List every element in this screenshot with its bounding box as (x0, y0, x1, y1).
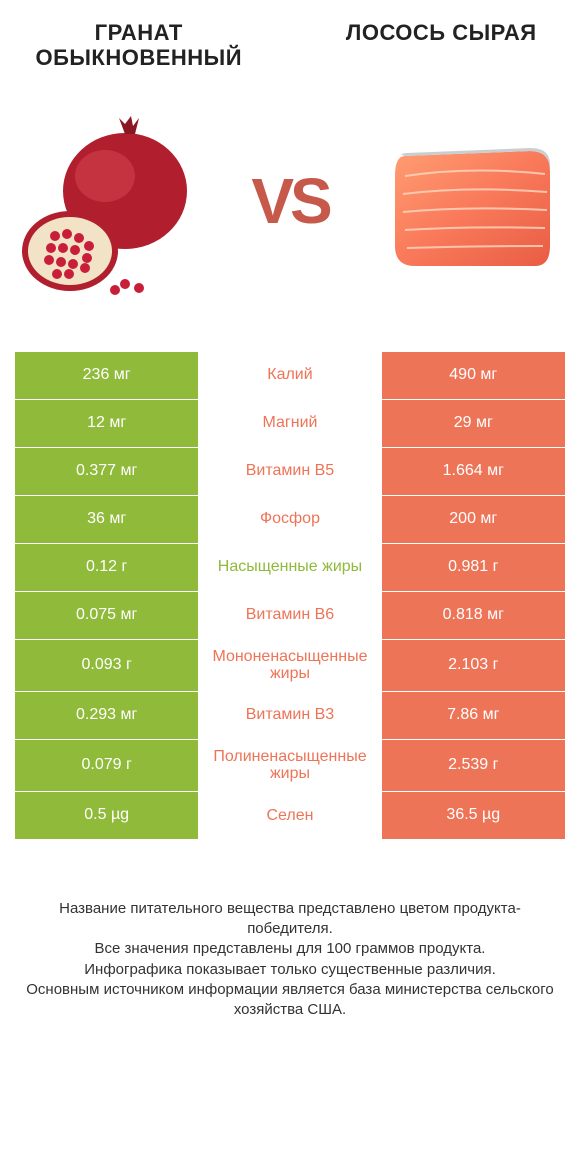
right-value: 2.539 г (382, 740, 565, 791)
right-value: 0.981 г (382, 544, 565, 591)
nutrient-label: Мононенасыщенные жиры (198, 640, 381, 691)
nutrient-label: Витамин B3 (198, 692, 381, 739)
left-value: 0.12 г (15, 544, 198, 591)
nutrient-label: Калий (198, 352, 381, 399)
footer-line-2: Все значения представлены для 100 граммо… (25, 939, 555, 959)
right-value: 29 мг (382, 400, 565, 447)
nutrient-label: Витамин B6 (198, 592, 381, 639)
left-value: 0.075 мг (15, 592, 198, 639)
nutrient-label: Фосфор (198, 496, 381, 543)
table-row: 12 мгМагний29 мг (15, 399, 565, 447)
left-product-title: ГРАНАТ ОБЫКНОВЕННЫЙ (15, 20, 263, 71)
left-value: 0.5 µg (15, 792, 198, 839)
left-value: 0.093 г (15, 640, 198, 691)
hero-row: VS (15, 81, 565, 321)
right-product-title: ЛОСОСЬ СЫРАЯ (318, 20, 566, 71)
footer-line-4: Основным источником информации является … (25, 980, 555, 1021)
table-row: 0.075 мгВитамин B60.818 мг (15, 591, 565, 639)
right-value: 1.664 мг (382, 448, 565, 495)
titles-row: ГРАНАТ ОБЫКНОВЕННЫЙ ЛОСОСЬ СЫРАЯ (15, 20, 565, 71)
table-row: 0.12 гНасыщенные жиры0.981 г (15, 543, 565, 591)
left-value: 0.079 г (15, 740, 198, 791)
table-row: 236 мгКалий490 мг (15, 351, 565, 399)
footer-notes: Название питательного вещества представл… (15, 899, 565, 1021)
footer-line-1: Название питательного вещества представл… (25, 899, 555, 940)
left-value: 236 мг (15, 352, 198, 399)
left-value: 0.293 мг (15, 692, 198, 739)
table-row: 0.5 µgСелен36.5 µg (15, 791, 565, 839)
left-value: 12 мг (15, 400, 198, 447)
table-row: 0.293 мгВитамин B37.86 мг (15, 691, 565, 739)
salmon-icon (375, 106, 565, 296)
table-row: 36 мгФосфор200 мг (15, 495, 565, 543)
table-row: 0.079 гПолиненасыщенные жиры2.539 г (15, 739, 565, 791)
nutrient-label: Насыщенные жиры (198, 544, 381, 591)
right-value: 200 мг (382, 496, 565, 543)
nutrient-label: Селен (198, 792, 381, 839)
right-value: 0.818 мг (382, 592, 565, 639)
right-value: 36.5 µg (382, 792, 565, 839)
left-value: 0.377 мг (15, 448, 198, 495)
table-row: 0.093 гМононенасыщенные жиры2.103 г (15, 639, 565, 691)
nutrient-label: Витамин B5 (198, 448, 381, 495)
footer-line-3: Инфографика показывает только существенн… (25, 960, 555, 980)
right-value: 7.86 мг (382, 692, 565, 739)
table-row: 0.377 мгВитамин B51.664 мг (15, 447, 565, 495)
pomegranate-icon (15, 106, 205, 296)
right-value: 2.103 г (382, 640, 565, 691)
vs-label: VS (251, 164, 328, 238)
left-value: 36 мг (15, 496, 198, 543)
nutrient-table: 236 мгКалий490 мг12 мгМагний29 мг0.377 м… (15, 351, 565, 839)
comparison-infographic: ГРАНАТ ОБЫКНОВЕННЫЙ ЛОСОСЬ СЫРАЯ (0, 0, 580, 1030)
nutrient-label: Полиненасыщенные жиры (198, 740, 381, 791)
right-value: 490 мг (382, 352, 565, 399)
nutrient-label: Магний (198, 400, 381, 447)
